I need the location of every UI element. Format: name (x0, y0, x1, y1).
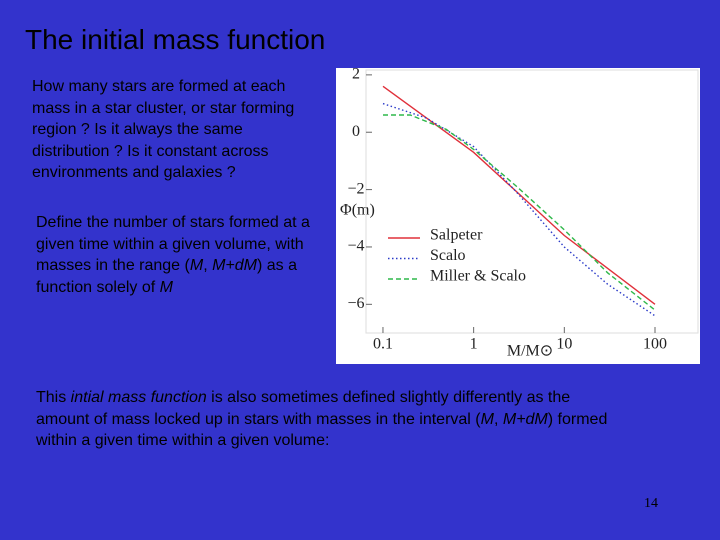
text-run: How many stars are formed at each mass i… (32, 78, 295, 181)
paragraph: This intial mass function is also someti… (36, 387, 626, 452)
text-run: M+dM (212, 257, 257, 274)
paragraph: Define the number of stars formed at a g… (36, 212, 328, 298)
chart: Φ(m) M/M⊙ 2 0 −2 −4 −6 0.1 1 10 100 Salpeter Scalo… (336, 68, 700, 364)
x-axis-label: M/M⊙ (507, 343, 553, 360)
x-tick-label: 10 (556, 336, 572, 353)
slide-title: The initial mass function (25, 24, 326, 55)
y-tick-label: −2 (347, 180, 364, 197)
legend-label: Scalo (430, 247, 466, 264)
page-number: 14 (644, 496, 658, 511)
legend-label: Miller & Scalo (430, 268, 526, 285)
legend-label: Salpeter (430, 227, 483, 244)
text-run: This (36, 389, 71, 406)
y-tick-label: 0 (352, 123, 360, 140)
text-run: is also sometimes defined slightly diffe… (36, 389, 571, 428)
text-run: M (189, 257, 204, 274)
text-run: , (493, 410, 503, 428)
series-line (382, 102, 656, 317)
y-tick-label: 2 (352, 68, 360, 83)
series-line (383, 114, 656, 311)
text-run: ) as a function solely of (36, 257, 297, 296)
text-run: M (159, 278, 173, 296)
x-tick-label: 100 (643, 336, 667, 353)
y-tick-label: −4 (347, 238, 364, 255)
text-run: M (480, 410, 494, 428)
plot-frame (365, 69, 699, 334)
y-axis-label: Φ(m) (340, 202, 375, 219)
text-run: M+dM (502, 410, 548, 428)
text-run: intial mass function (70, 389, 207, 406)
text-run: , (203, 257, 213, 274)
paragraph: How many stars are formed at each mass i… (32, 76, 324, 184)
y-tick-label: −6 (347, 295, 364, 312)
text-run: Define the number of stars formed at a g… (36, 214, 310, 274)
text-run: ) formed within a given time within a gi… (36, 410, 608, 450)
x-tick-label: 0.1 (373, 336, 393, 353)
x-tick-label: 1 (470, 336, 478, 353)
